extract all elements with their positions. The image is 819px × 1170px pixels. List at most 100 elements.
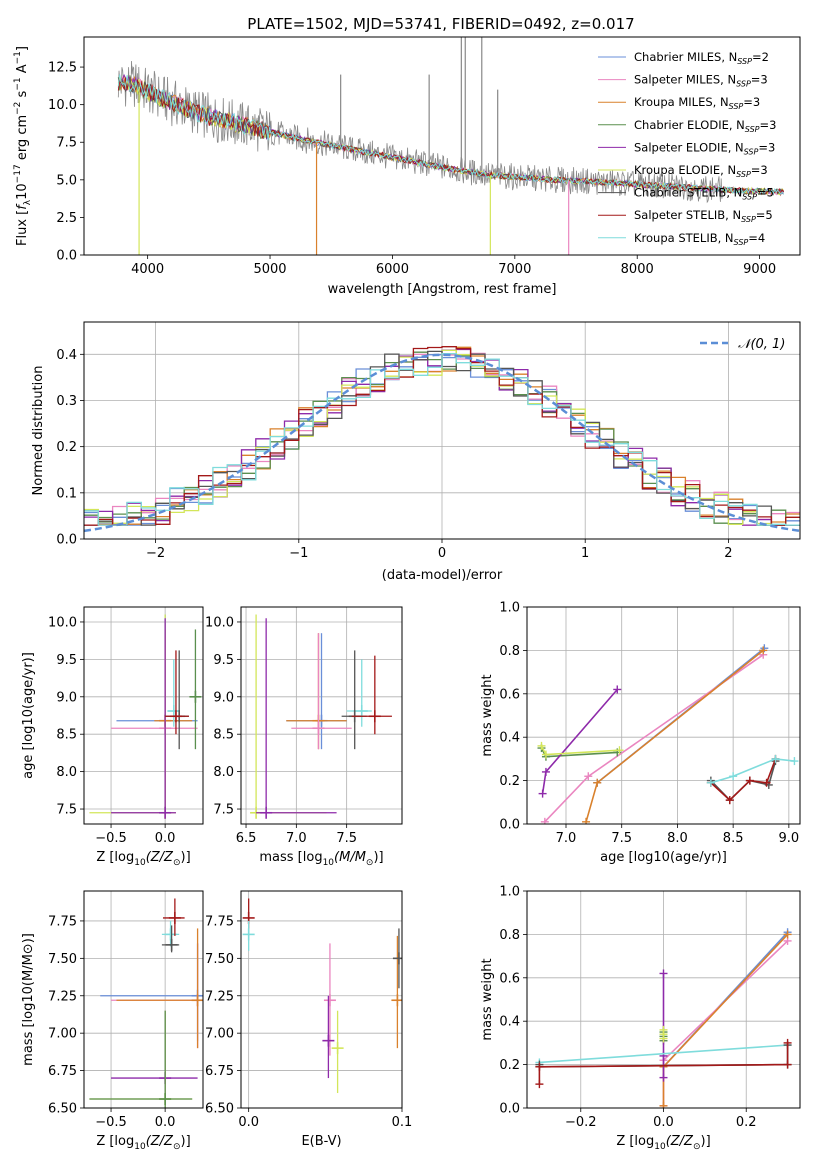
- x-tick-label: 9000: [743, 262, 776, 277]
- x-tick-label: 1: [581, 546, 589, 561]
- legend-entry: Kroupa MILES, NSSP=3: [598, 95, 760, 111]
- x-tick-label: 0: [438, 546, 446, 561]
- data-point-salpeter_elodie: [111, 1010, 198, 1108]
- y-tick-label: 1.0: [499, 885, 520, 900]
- mw_vs_age-frame: [526, 606, 801, 825]
- series-line: [539, 1044, 788, 1064]
- mass_vs_ebv-frame: [240, 890, 403, 1109]
- y-tick-label: 8.0: [56, 765, 77, 780]
- series-salpeter_elodie: [538, 685, 622, 798]
- series-line: [585, 649, 764, 823]
- y-tick-label: 0.8: [499, 644, 520, 659]
- y-tick-label: 0.2: [56, 440, 77, 455]
- y-tick-label: 7.5: [56, 136, 77, 151]
- x-axis-label: (data-model)/error: [382, 568, 503, 583]
- data-point-salpeter_elodie: [111, 618, 176, 819]
- y-tick-label: 7.75: [48, 914, 77, 929]
- y-tick-label: 7.00: [205, 1027, 234, 1042]
- data-point-salpeter_elodie: [322, 995, 335, 1079]
- y-axis-label: mass [log10(M/M⊙)]: [21, 933, 36, 1066]
- y-tick-label: 7.00: [48, 1027, 77, 1042]
- y-axis-label: Normed distribution: [31, 366, 46, 496]
- data-point-kroupa_elodie: [89, 614, 176, 819]
- series-kroupa_miles: [582, 646, 768, 824]
- age_vs_Z-frame: [83, 606, 204, 825]
- spectrum-panel: 4000 5000 6000 7000 8000 9000 0.0 2.5 5.0 7.5 10.0…: [13, 36, 801, 297]
- data-point-chabrier_stelib: [392, 928, 402, 989]
- y-tick-label: 0.0: [499, 1102, 520, 1117]
- data-point-kroupa_miles: [116, 928, 203, 1049]
- figure-title: PLATE=1502, MJD=53741, FIBERID=0492, z=0…: [247, 15, 634, 33]
- x-tick-label: 7000: [498, 262, 531, 277]
- y-tick-label: 9.5: [213, 653, 234, 668]
- y-tick-label: 1.0: [499, 601, 520, 616]
- residuals-plot-area: [84, 346, 800, 533]
- series-salpeter_elodie: [659, 969, 668, 1082]
- data-point-salpeter_stelib: [351, 655, 392, 735]
- mw_vs_Z-plot-area: [535, 928, 792, 1108]
- x-axis-label: Z [log10(Z/Z⊙)]: [96, 1134, 190, 1152]
- y-tick-label: 7.75: [205, 914, 234, 929]
- x-tick-label: 5000: [253, 262, 286, 277]
- series-line: [538, 1042, 789, 1085]
- gaussian-reference-curve: [84, 353, 800, 533]
- x-tick-label: −0.2: [565, 1115, 597, 1130]
- legend-label: Salpeter ELODIE, NSSP=3: [634, 140, 775, 156]
- y-tick-label: 6.50: [48, 1102, 77, 1117]
- data-point-chabrier_stelib: [161, 925, 180, 953]
- x-axis-label: E(B-V): [301, 1134, 341, 1149]
- x-tick-label: 0.0: [155, 831, 176, 846]
- model-spectrum-kroupa_stelib: [117, 74, 784, 196]
- data-point-kroupa_stelib: [161, 920, 180, 947]
- x-axis-label: age [log10(age/yr)]: [600, 850, 727, 865]
- y-tick-label: 0.2: [499, 1058, 520, 1073]
- y-tick-label: 9.0: [56, 690, 77, 705]
- data-point-kroupa_miles: [391, 935, 402, 1049]
- y-tick-label: 5.0: [56, 173, 77, 188]
- y-tick-label: 10.0: [48, 615, 77, 630]
- legend-label: Chabrier STELIB, NSSP=5: [634, 186, 774, 202]
- series-line: [662, 933, 789, 1106]
- legend-label: Kroupa ELODIE, NSSP=3: [634, 163, 768, 179]
- series-line: [541, 688, 618, 794]
- x-tick-label: −2: [146, 546, 165, 561]
- x-tick-label: 7.0: [556, 831, 577, 846]
- x-tick-label: 7.5: [336, 831, 357, 846]
- series-salpeter_miles: [659, 936, 792, 1108]
- data-point-chabrier_miles: [116, 614, 198, 813]
- x-tick-label: −1: [289, 546, 308, 561]
- y-tick-label: 0.6: [499, 687, 520, 702]
- y-tick-label: 0.1: [56, 486, 77, 501]
- y-tick-label: 7.50: [205, 952, 234, 967]
- legend-entry: Kroupa ELODIE, NSSP=3: [598, 163, 768, 179]
- x-tick-label: −0.5: [95, 1115, 127, 1130]
- age_vs_Z-panel: −0.5 0.0 7.5 8.0 8.5 9.0 9.5 10.0 Z [log10(Z/Z⊙)…: [21, 606, 204, 868]
- legend-entry: Kroupa STELIB, NSSP=4: [598, 231, 765, 247]
- y-tick-label: 0.6: [499, 971, 520, 986]
- mass_vs_Z-plot-area: [89, 898, 203, 1108]
- y-tick-label: 6.75: [48, 1064, 77, 1079]
- y-tick-label: 9.5: [56, 653, 77, 668]
- legend-label: Chabrier MILES, NSSP=2: [634, 50, 769, 66]
- legend-entry: Salpeter MILES, NSSP=3: [598, 73, 768, 89]
- y-tick-label: 7.5: [56, 803, 77, 818]
- y-tick-label: 7.50: [48, 952, 77, 967]
- mass_vs_Z-panel: −0.5 0.0 6.50 6.75 7.00 7.25 7.50 7.75 Z [log10(…: [21, 890, 204, 1152]
- y-tick-label: 2.5: [56, 211, 77, 226]
- y-axis-label: mass weight: [480, 958, 495, 1040]
- x-tick-label: 7.5: [611, 831, 632, 846]
- age_vs_mass-frame: [240, 606, 403, 825]
- y-tick-label: 0.0: [56, 249, 77, 264]
- legend-label: Salpeter STELIB, NSSP=5: [634, 208, 773, 224]
- legend-entry: Chabrier STELIB, NSSP=5: [598, 186, 774, 202]
- data-point-salpeter_elodie: [256, 618, 337, 819]
- histogram-kroupa_stelib: [84, 352, 800, 526]
- legend-label: Chabrier ELODIE, NSSP=3: [634, 118, 776, 134]
- x-tick-label: 2: [724, 546, 732, 561]
- spectrum-plot-area: [117, 37, 785, 255]
- x-axis-label: wavelength [Angstrom, rest frame]: [328, 282, 557, 297]
- x-tick-label: 8.0: [667, 831, 688, 846]
- observed-spectrum: [117, 60, 723, 204]
- x-tick-label: 9.0: [779, 831, 800, 846]
- data-point-kroupa_elodie: [89, 1010, 193, 1108]
